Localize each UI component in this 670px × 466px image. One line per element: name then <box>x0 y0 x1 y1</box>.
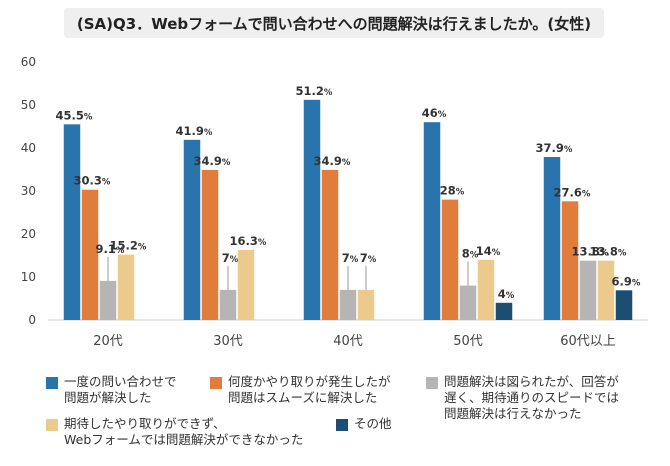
legend-swatch <box>336 419 348 431</box>
legend-item: 問題解決は図られたが、回答が 遅く、期待通りのスピードでは 問題解決は行えなかっ… <box>426 374 619 422</box>
bar <box>579 260 597 320</box>
data-label: 13.8% <box>572 245 609 259</box>
data-label: 15.2% <box>110 239 147 253</box>
x-tick-label: 30代 <box>213 334 243 349</box>
legend-item: 何度かやり取りが発生したが 問題はスムーズに解決した <box>210 374 391 406</box>
bar <box>357 289 375 320</box>
chart-title: (SA)Q3．Webフォームで問い合わせへの問題解決は行えましたか。(女性) <box>76 14 592 33</box>
bar <box>303 99 321 320</box>
y-tick-label: 0 <box>28 313 36 327</box>
data-label: 7% <box>342 251 359 265</box>
data-label: 4% <box>498 287 515 301</box>
legend-label: その他 <box>354 416 392 431</box>
data-label: 34.9% <box>314 154 351 168</box>
y-tick-label: 10 <box>21 270 36 284</box>
data-label: 41.9% <box>176 124 213 138</box>
data-label: 7% <box>360 251 377 265</box>
legend-swatch <box>426 377 438 389</box>
data-label: 6.9% <box>612 274 641 288</box>
x-tick-label: 50代 <box>453 334 483 349</box>
y-tick-label: 40 <box>21 141 36 155</box>
data-label: 30.3% <box>74 174 111 188</box>
data-label: 46% <box>422 106 447 120</box>
bar <box>597 260 615 320</box>
legend-swatch <box>46 377 58 389</box>
legend-swatch <box>46 419 58 431</box>
bar <box>219 289 237 320</box>
bar <box>543 157 561 320</box>
bar <box>459 285 477 320</box>
y-tick-label: 50 <box>21 98 36 112</box>
data-label: 13.8% <box>590 245 627 259</box>
bar <box>495 302 513 320</box>
bar <box>615 290 633 320</box>
legend-label: 何度かやり取りが発生したが 問題はスムーズに解決した <box>228 374 391 405</box>
bar <box>63 124 81 320</box>
data-label: 14% <box>476 244 501 258</box>
bar <box>441 199 459 320</box>
data-label: 7% <box>222 251 239 265</box>
data-label: 28% <box>440 184 465 198</box>
bar <box>423 122 441 320</box>
data-label: 45.5% <box>56 108 93 122</box>
legend-label: 問題解決は図られたが、回答が 遅く、期待通りのスピードでは 問題解決は行えなかっ… <box>444 374 620 421</box>
bar <box>183 139 201 320</box>
chart-title-box: (SA)Q3．Webフォームで問い合わせへの問題解決は行えましたか。(女性) <box>64 8 604 38</box>
bar <box>81 189 99 320</box>
data-label: 37.9% <box>536 141 573 155</box>
data-label: 9.1% <box>96 242 125 256</box>
bar <box>339 289 357 320</box>
y-tick-label: 20 <box>21 227 36 241</box>
bar <box>99 280 117 320</box>
legend-label: 期待したやり取りができず、 Webフォームでは問題解決ができなかった <box>64 416 304 447</box>
bar <box>477 259 495 320</box>
chart-legend: 一度の問い合わせで 問題が解決した 何度かやり取りが発生したが 問題はスムーズに解… <box>46 372 646 462</box>
x-tick-label: 60代以上 <box>560 334 616 349</box>
x-tick-label: 20代 <box>93 334 123 349</box>
bar <box>561 201 579 320</box>
y-tick-label: 30 <box>21 184 36 198</box>
data-label: 8% <box>462 247 479 261</box>
legend-item: その他 <box>336 416 392 432</box>
bar <box>201 169 219 320</box>
x-tick-label: 40代 <box>333 334 363 349</box>
bar <box>117 254 135 320</box>
bar-chart: 0 10 20 30 40 50 60 20代 45.5% 30.3% 9.1%15.2% 30代 41… <box>21 55 648 349</box>
legend-label: 一度の問い合わせで 問題が解決した <box>64 374 177 405</box>
data-label: 27.6% <box>554 185 591 199</box>
bar <box>321 169 339 320</box>
bar <box>237 249 255 320</box>
legend-swatch <box>210 377 222 389</box>
data-label: 51.2% <box>296 84 333 98</box>
legend-item: 一度の問い合わせで 問題が解決した <box>46 374 177 406</box>
y-tick-label: 60 <box>21 55 36 69</box>
data-label: 16.3% <box>230 234 267 248</box>
legend-item: 期待したやり取りができず、 Webフォームでは問題解決ができなかった <box>46 416 303 448</box>
data-label: 34.9% <box>194 154 231 168</box>
